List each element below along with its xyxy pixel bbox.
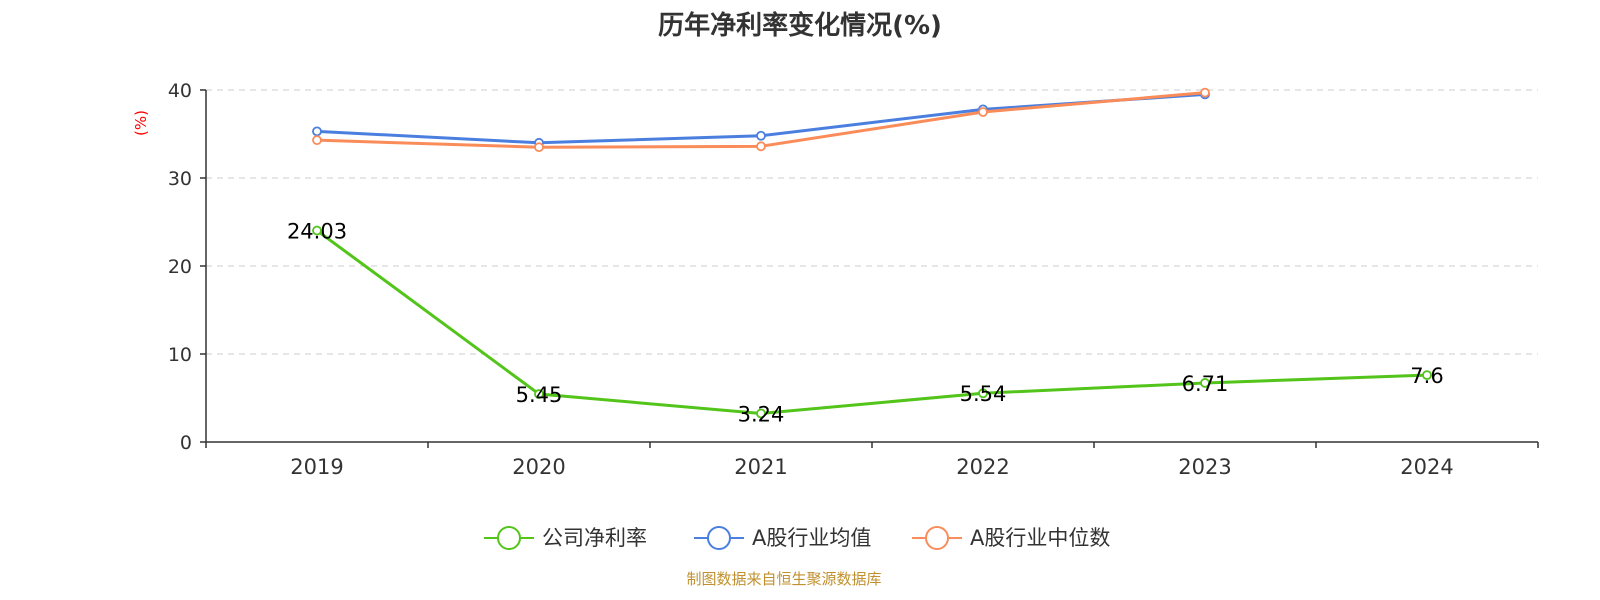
y-tick-label: 40 bbox=[168, 80, 192, 102]
x-tick-label: 2024 bbox=[1400, 455, 1453, 479]
legend-item[interactable]: 公司净利率 bbox=[484, 526, 647, 550]
data-label: 5.45 bbox=[516, 383, 563, 407]
y-tick-label: 30 bbox=[168, 168, 192, 190]
data-point[interactable] bbox=[978, 107, 988, 117]
data-label: 6.71 bbox=[1182, 372, 1229, 396]
chart-title: 历年净利率变化情况(%) bbox=[658, 10, 942, 41]
legend-label: 公司净利率 bbox=[542, 526, 647, 550]
data-point[interactable] bbox=[1200, 87, 1210, 98]
legend-circle-icon bbox=[497, 526, 521, 550]
data-point[interactable] bbox=[978, 388, 988, 399]
x-tick-label: 2021 bbox=[734, 455, 787, 479]
axes: 0 10 20 30 40 2019 2020 2021 2022 2023 2024 bbox=[168, 80, 1539, 479]
x-tick-label: 2019 bbox=[290, 455, 343, 479]
y-tick-label: 10 bbox=[168, 344, 192, 366]
series-line-0 bbox=[316, 229, 1428, 415]
x-tick-label: 2020 bbox=[512, 455, 565, 479]
data-label: 24.03 bbox=[287, 220, 347, 244]
data-point[interactable] bbox=[534, 142, 544, 153]
legend-label: A股行业中位数 bbox=[970, 526, 1110, 550]
y-tick-label: 0 bbox=[180, 432, 192, 454]
legend[interactable]: 公司净利率 A股行业均值 A股行业中位数 bbox=[484, 526, 1110, 550]
legend-circle-icon bbox=[707, 526, 731, 550]
data-point[interactable] bbox=[756, 130, 766, 141]
y-tick-label: 20 bbox=[168, 256, 192, 278]
legend-circle-icon bbox=[925, 526, 949, 550]
data-label: 3.24 bbox=[738, 402, 785, 426]
legend-item[interactable]: A股行业中位数 bbox=[912, 526, 1110, 550]
data-label: 7.6 bbox=[1410, 364, 1443, 388]
source-note: 制图数据来自恒生聚源数据库 bbox=[686, 570, 881, 588]
data-label: 5.54 bbox=[960, 382, 1007, 406]
data-point[interactable] bbox=[756, 141, 766, 152]
data-labels: 24.03 5.45 3.24 5.54 6.71 7.6 bbox=[287, 220, 1444, 427]
series-group bbox=[312, 87, 1432, 419]
data-point[interactable] bbox=[312, 225, 322, 236]
data-point[interactable] bbox=[312, 126, 322, 137]
x-tick-label: 2022 bbox=[956, 455, 1009, 479]
data-point[interactable] bbox=[1422, 370, 1432, 381]
data-point[interactable] bbox=[312, 135, 322, 146]
grid-lines bbox=[206, 89, 1538, 355]
x-tick-label: 2023 bbox=[1178, 455, 1231, 479]
legend-item[interactable]: A股行业均值 bbox=[694, 526, 871, 550]
data-point[interactable] bbox=[534, 389, 544, 399]
y-axis-label: (%) bbox=[132, 110, 150, 136]
data-point[interactable] bbox=[1200, 378, 1210, 388]
legend-label: A股行业均值 bbox=[752, 526, 871, 550]
data-point[interactable] bbox=[756, 408, 766, 419]
